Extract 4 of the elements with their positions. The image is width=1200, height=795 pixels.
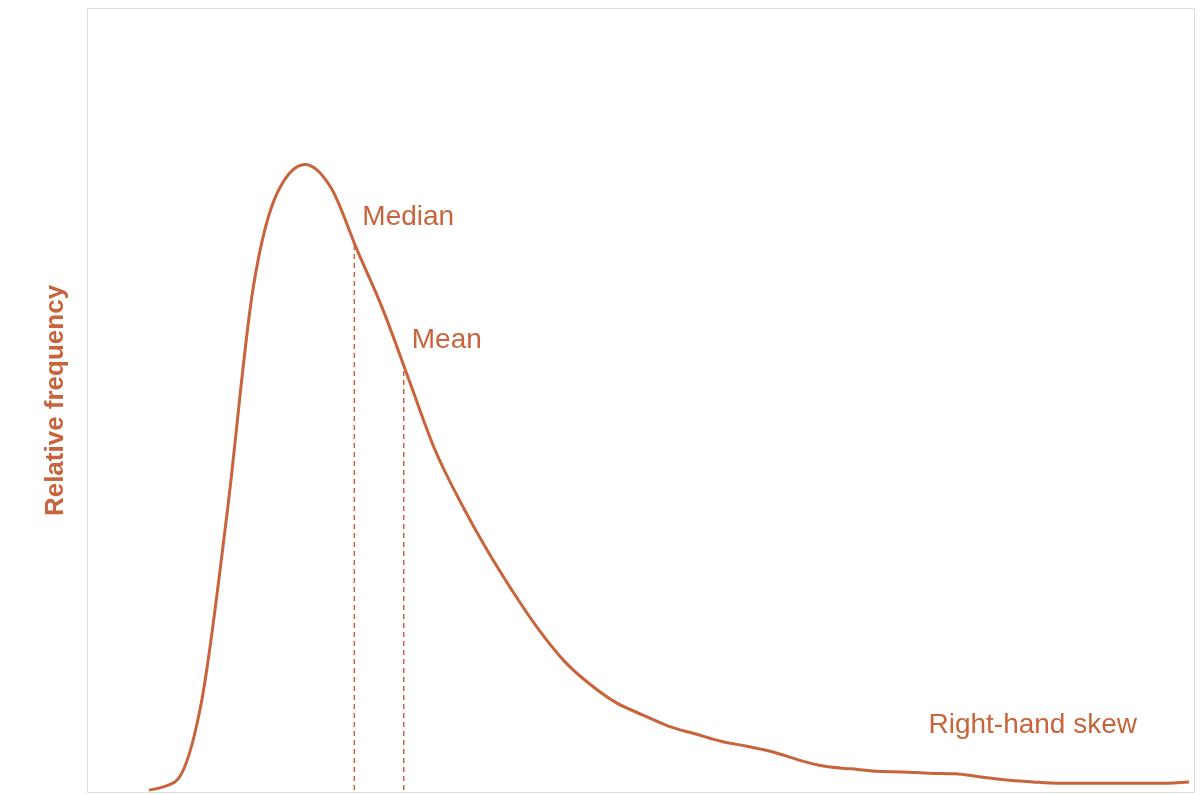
annotation: Median [362, 200, 455, 232]
annotation: Right-hand skew [928, 708, 1138, 739]
annotation: Mean [411, 322, 482, 354]
y-axis-title: Relative frequency [38, 284, 69, 517]
